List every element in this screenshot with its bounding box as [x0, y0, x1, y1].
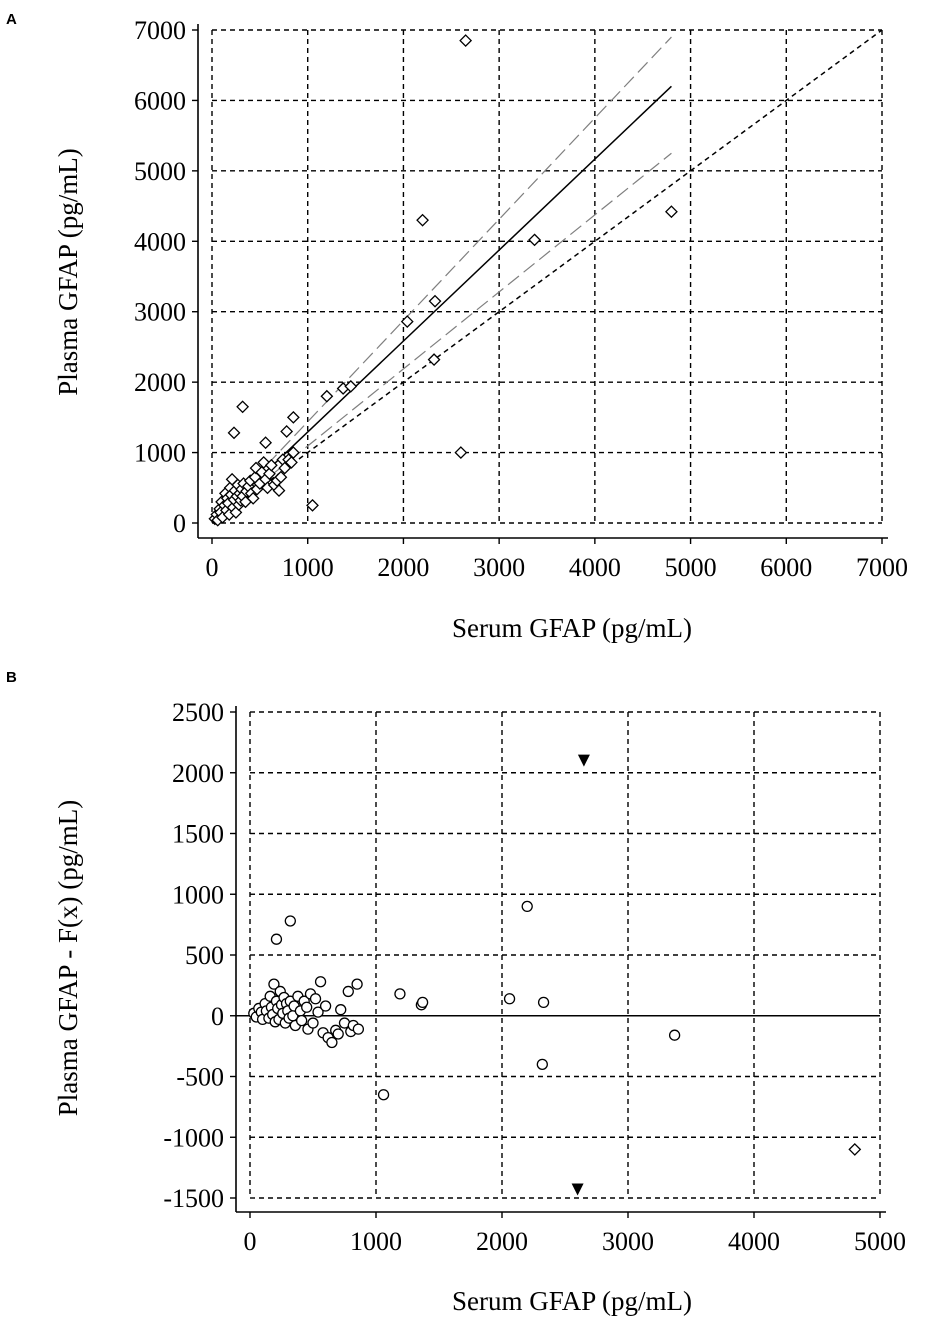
- panel-a-letter: A: [6, 11, 17, 28]
- panel-b-data-point: [314, 976, 327, 988]
- panel-a-data-point: [286, 446, 300, 459]
- panel-b-data-point: [301, 1001, 313, 1013]
- panel-b-data-point: [335, 1004, 347, 1016]
- panel-a-data-point: [320, 389, 334, 403]
- panel-a-y-axis-title: Plasma GFAP (pg/mL): [53, 148, 83, 396]
- panel-a-data-point: [246, 491, 260, 505]
- panel-b-data-point: [521, 900, 533, 913]
- panel-a-fit-line-solid: [211, 85, 672, 524]
- panel-b-data-point: [536, 1058, 548, 1070]
- panel-b-y-tick-label: 500: [185, 941, 224, 970]
- panel-b-data-point: [270, 933, 283, 945]
- panel-b-x-tick-label: 0: [244, 1227, 257, 1256]
- panel-b-offscale-marker-down: [571, 1183, 584, 1196]
- panel-b-data-point: [342, 985, 354, 998]
- panel-b-data-point: [332, 1028, 344, 1040]
- panel-a-data-point: [285, 456, 298, 469]
- panel-b-plot: 0 1000 2000 3000 4000 5000 -1500 -1000 -500 0 500 1…: [163, 698, 906, 1256]
- panel-a-data-point: [427, 353, 441, 367]
- panel-a-data-point: [528, 233, 541, 247]
- panel-a-data-point: [400, 315, 414, 328]
- panel-b-data-point: [326, 1036, 338, 1049]
- panel-b-letter: B: [6, 669, 17, 686]
- panel-a-x-tick-label: 5000: [665, 553, 717, 582]
- panel-b-data-point: [268, 978, 280, 990]
- panel-a-data-point: [306, 498, 319, 512]
- panel-a-data-point: [278, 461, 292, 475]
- panel-a-x-tick-label: 1000: [282, 553, 334, 582]
- panel-a-y-tick-label: 0: [173, 509, 186, 538]
- panel-a-data-point: [263, 467, 276, 481]
- panel-b-data-point: [309, 993, 322, 1005]
- panel-b-data-point: [668, 1029, 681, 1041]
- panel-a-fit-line-short-dash: [211, 29, 883, 524]
- panel-b-data-point: [296, 1014, 308, 1027]
- panel-a-data-point: [416, 213, 429, 227]
- panel-b-y-tick-label: -1000: [163, 1123, 224, 1152]
- panel-a-y-tick-label: 1000: [134, 439, 186, 468]
- panel-a-data-point: [274, 470, 288, 484]
- panel-a-data-point: [280, 425, 294, 438]
- panel-b-y-tick-label: 2000: [172, 759, 224, 788]
- panel-a-y-tick-label: 5000: [134, 157, 186, 186]
- panel-b-data-point: [307, 1017, 319, 1029]
- panel-a-data-point: [454, 446, 468, 459]
- panel-a-data-point: [272, 484, 286, 498]
- panel-a-y-tick-label: 7000: [134, 16, 186, 45]
- panel-a-x-tick-label: 3000: [473, 553, 525, 582]
- panel-b-data-point: [312, 1006, 324, 1018]
- panel-b-x-axis-title: Serum GFAP (pg/mL): [452, 1286, 692, 1316]
- panel-b-y-tick-label: 1000: [172, 880, 224, 909]
- panel-a-x-tick-label: 6000: [760, 553, 812, 582]
- panel-b-x-tick-label: 2000: [476, 1227, 528, 1256]
- panel-a-plot: 0 1000 2000 3000 4000 5000 6000 7000 0 1000 2000 30…: [134, 16, 908, 582]
- panel-b-data-point-diamond: [848, 1142, 862, 1156]
- panel-a-data-point: [428, 294, 442, 308]
- panel-a-data-point: [665, 205, 678, 219]
- panel-a-data-point: [236, 400, 250, 414]
- panel-a-x-tick-label: 4000: [569, 553, 621, 582]
- panel-a-x-tick-label: 7000: [856, 553, 908, 582]
- panel-a-x-axis-title: Serum GFAP (pg/mL): [452, 613, 692, 643]
- panel-b-data-point: [377, 1089, 390, 1101]
- panel-b-x-tick-label: 5000: [854, 1227, 906, 1256]
- panel-b-y-tick-label: 0: [211, 1002, 224, 1031]
- panel-b-y-tick-label: -500: [176, 1063, 224, 1092]
- panel-a-y-tick-label: 6000: [134, 86, 186, 115]
- panel-a-data-point: [259, 436, 273, 450]
- panel-b-x-tick-label: 3000: [602, 1227, 654, 1256]
- panel-b-data-point: [284, 915, 296, 927]
- panel-a-data-point: [286, 410, 300, 424]
- panel-b-data-point: [503, 993, 516, 1005]
- panel-a-x-tick-label: 2000: [377, 553, 429, 582]
- panel-a-data-point: [229, 506, 243, 519]
- panel-b-y-tick-label: 2500: [172, 698, 224, 727]
- panel-b-y-tick-label: -1500: [163, 1184, 224, 1213]
- panel-a-fit-line-long-dash-gray: [211, 152, 672, 524]
- panel-b-offscale-marker-up: [577, 754, 590, 767]
- panel-a-data-point: [227, 426, 241, 440]
- panel-b-data-point: [351, 978, 363, 990]
- panel-b-x-tick-label: 1000: [350, 1227, 402, 1256]
- panel-b-x-tick-label: 4000: [728, 1227, 780, 1256]
- panel-a-data-point: [459, 34, 473, 47]
- panel-b-data-point: [416, 996, 429, 1009]
- panel-b-data-point: [352, 1023, 365, 1035]
- panel-a-y-tick-label: 3000: [134, 298, 186, 327]
- panel-b-y-axis-title: Plasma GFAP - F(x) (pg/mL): [53, 800, 83, 1117]
- panel-a-y-tick-label: 2000: [134, 368, 186, 397]
- panel-a-y-tick-label: 4000: [134, 227, 186, 256]
- panel-b-data-point: [537, 996, 550, 1009]
- panel-b-data-point: [319, 1000, 332, 1012]
- panel-a-data-point: [344, 379, 358, 393]
- panel-a-fit-line-long-dash-gray: [211, 36, 672, 524]
- panel-a-data-point: [264, 458, 278, 472]
- panel-b-y-tick-label: 1500: [172, 820, 224, 849]
- panel-b-data-point: [394, 988, 406, 1000]
- panel-a-x-tick-label: 0: [206, 553, 219, 582]
